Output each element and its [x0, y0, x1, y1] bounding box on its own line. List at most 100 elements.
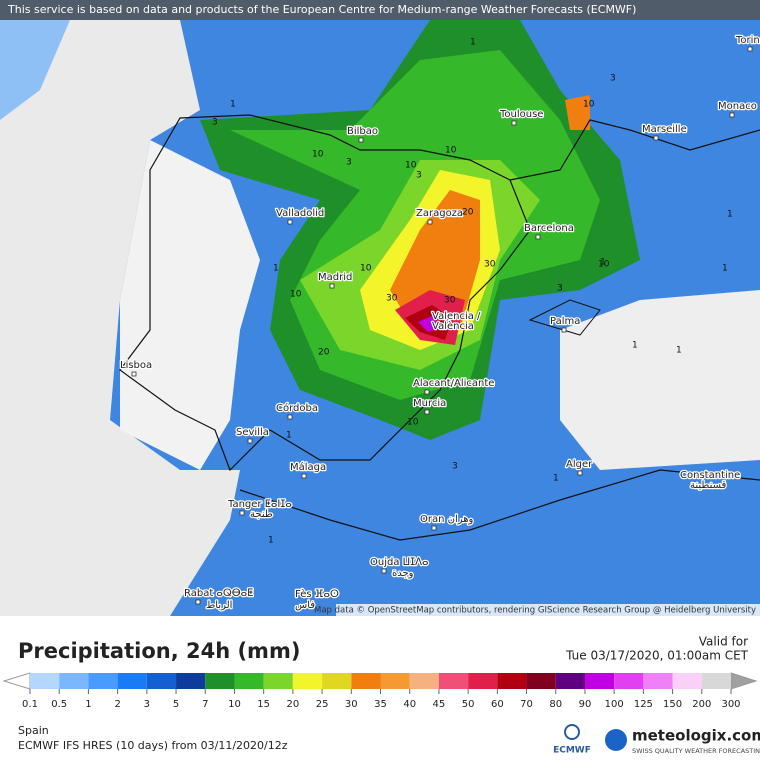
colorbar-box: [30, 673, 60, 689]
colorbar-label: 0.5: [51, 699, 67, 710]
city-marker: [195, 599, 201, 605]
city-label: Alger: [566, 459, 593, 470]
contour-label: 10: [598, 260, 610, 270]
city-label: Alacant/Alicante: [413, 378, 494, 389]
colorbar-box: [292, 673, 323, 689]
contour-label: 3: [557, 284, 563, 294]
contour-label: 10: [405, 161, 417, 171]
contour-label: 3: [212, 118, 218, 128]
city-label: Valladolid: [276, 208, 324, 219]
city-label: Oran وهران: [420, 514, 474, 525]
colorbar-box: [146, 673, 177, 689]
colorbar-label: 200: [692, 699, 711, 710]
light-rain: [0, 20, 70, 120]
colorbar-label: 0.1: [22, 699, 38, 710]
city-marker: [424, 409, 430, 415]
city-marker: [287, 414, 293, 420]
contour-label: 1: [286, 431, 292, 441]
contour-label: 1: [600, 258, 606, 268]
colorbar-label: 90: [579, 699, 592, 710]
contour-label: 1: [268, 536, 274, 546]
colorbar-label: 35: [374, 699, 387, 710]
city-label: Madrid: [318, 272, 352, 283]
contour-label: 10: [290, 290, 302, 300]
colorbar-label: 150: [663, 699, 682, 710]
city-marker: [653, 135, 659, 141]
contour-label: 3: [346, 158, 352, 168]
contour-label: 3: [610, 74, 616, 84]
legend-title: Precipitation, 24h (mm): [18, 639, 300, 663]
colorbar-label: 30: [345, 699, 358, 710]
contour-label: 10: [583, 100, 595, 110]
city-label: Murcia: [413, 398, 446, 409]
attribution: Map data © OpenStreetMap contributors, r…: [314, 606, 756, 616]
ecmwf-logo: [564, 724, 580, 740]
colorbar-box: [117, 673, 147, 689]
contour-label: 1: [273, 264, 279, 274]
colorbar-box: [584, 673, 615, 689]
city-label: Zaragoza: [416, 208, 463, 219]
colorbar-label: 125: [634, 699, 653, 710]
contour-label: 20: [462, 208, 474, 218]
colorbar-label: 15: [257, 699, 270, 710]
rain-30: [565, 95, 590, 130]
contour-label: 3: [416, 171, 422, 181]
colorbar-high-arrow: [730, 672, 758, 690]
city-marker: [691, 481, 697, 487]
valid-label: Valid for: [699, 635, 748, 649]
city-label: قسنطينة: [690, 480, 727, 491]
colorbar-label: 300: [721, 699, 740, 710]
city-marker: [747, 46, 753, 52]
dry-area: [560, 290, 760, 470]
city-label: Monaco: [718, 101, 757, 112]
colorbar-label: 70: [520, 699, 533, 710]
city-label: Valencia /: [432, 311, 481, 322]
city-marker: [577, 470, 583, 476]
colorbar-box: [672, 673, 702, 689]
colorbar-box: [59, 673, 89, 689]
city-marker: [424, 389, 430, 395]
colorbar-box: [555, 673, 585, 689]
colorbar-box: [176, 673, 206, 689]
colorbar-box: [263, 673, 293, 689]
colorbar-box: [409, 673, 439, 689]
city-label: وجدة: [392, 568, 414, 579]
contour-label: 30: [484, 260, 496, 270]
city-marker: [561, 327, 567, 333]
city-label: Lisboa: [120, 360, 152, 371]
contour-label: 1: [722, 264, 728, 274]
contour-label: 1: [470, 38, 476, 48]
colorbar-label: 40: [403, 699, 416, 710]
city-marker: [511, 120, 517, 126]
city-label: فاس: [295, 600, 315, 611]
city-label: طنجة: [250, 509, 273, 520]
brand: meteologix.com: [632, 727, 760, 745]
colorbar-label: 7: [202, 699, 208, 710]
colorbar-box: [468, 673, 498, 689]
colorbar-box: [614, 673, 644, 689]
city-label: Bilbao: [347, 126, 378, 137]
city-label: Constantine: [680, 470, 740, 481]
colorbar-box: [205, 673, 235, 689]
colorbar-label: 20: [287, 699, 300, 710]
city-marker: [358, 137, 364, 143]
valid-time: Tue 03/17/2020, 01:00am CET: [565, 649, 749, 663]
contour-label: 1: [676, 346, 682, 356]
colorbar-label: 45: [433, 699, 446, 710]
colorbar-box: [351, 673, 381, 689]
city-marker: [131, 371, 137, 377]
colorbar-box: [701, 673, 731, 689]
city-marker: [301, 473, 307, 479]
colorbar-box: [526, 673, 556, 689]
city-marker: [247, 438, 253, 444]
colorbar-box: [322, 673, 352, 689]
contour-label: 10: [445, 146, 457, 156]
colorbar-label: 3: [144, 699, 150, 710]
contour-label: 3: [452, 462, 458, 472]
city-marker: [306, 600, 312, 606]
city-marker: [443, 322, 449, 328]
colorbar-label: 5: [173, 699, 179, 710]
colorbar-label: 2: [114, 699, 120, 710]
colorbar-box: [438, 673, 469, 689]
